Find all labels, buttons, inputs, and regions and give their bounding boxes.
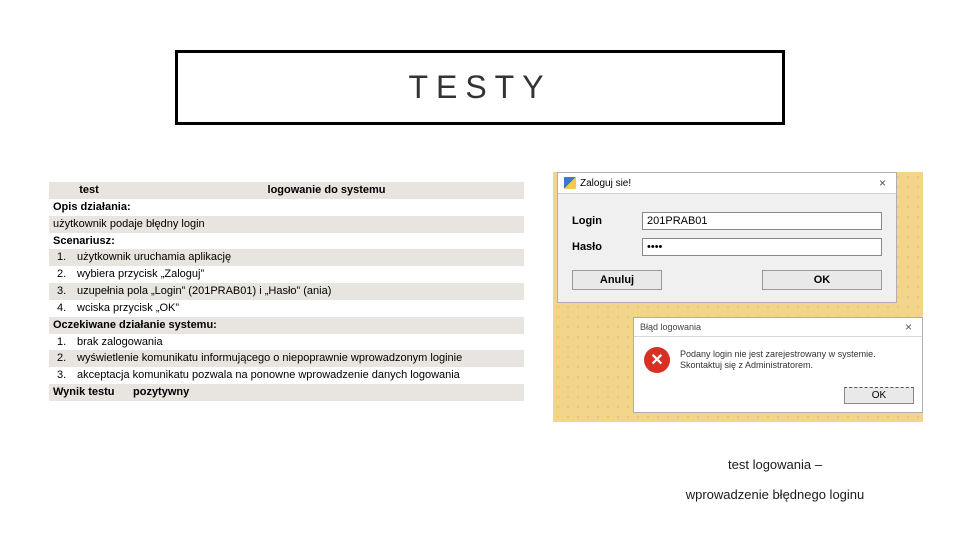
- login-dialog: Zaloguj sie! × Login 201PRAB01 Hasło •••…: [557, 172, 897, 303]
- section-oczekiwane: Oczekiwane działanie systemu:: [49, 317, 524, 334]
- scen-text: wciska przycisk „OK”: [73, 300, 524, 317]
- dialog-titlebar: Zaloguj sie! ×: [558, 173, 896, 194]
- header-test-label: test: [49, 182, 129, 199]
- caption-line2: wprowadzenie błędnego loginu: [620, 487, 930, 502]
- login-value: 201PRAB01: [647, 215, 708, 227]
- password-value: ••••: [647, 241, 662, 253]
- result-label: Wynik testu: [49, 384, 129, 401]
- error-message: Podany login nie jest zarejestrowany w s…: [680, 349, 912, 372]
- section-opis: Opis działania:: [49, 199, 524, 216]
- result-value: pozytywny: [129, 384, 524, 401]
- test-spec-table: test logowanie do systemu Opis działania…: [49, 182, 524, 401]
- caption-line1: test logowania –: [620, 457, 930, 472]
- scen-text: użytkownik uruchamia aplikację: [73, 249, 524, 266]
- shield-icon: [564, 177, 576, 189]
- cancel-button[interactable]: Anuluj: [572, 270, 662, 290]
- password-label: Hasło: [572, 241, 642, 253]
- error-title: Błąd logowania: [640, 322, 701, 332]
- error-ok-button[interactable]: OK: [844, 387, 914, 404]
- scen-text: uzupełnia pola „Login” (201PRAB01) i „Ha…: [73, 283, 524, 300]
- scen-num: 3.: [49, 283, 73, 300]
- page-title: TESTY: [408, 69, 551, 106]
- oczek-num: 1.: [49, 334, 73, 351]
- error-dialog: Błąd logowania × ✕ Podany login nie jest…: [633, 317, 923, 413]
- password-input[interactable]: ••••: [642, 238, 882, 256]
- oczek-text: akceptacja komunikatu pozwala na ponowne…: [73, 367, 524, 384]
- opis-text: użytkownik podaje błędny login: [49, 216, 524, 233]
- scen-text: wybiera przycisk „Zaloguj”: [73, 266, 524, 283]
- section-scenariusz: Scenariusz:: [49, 233, 524, 250]
- oczek-num: 3.: [49, 367, 73, 384]
- scen-num: 1.: [49, 249, 73, 266]
- error-x: ✕: [650, 350, 663, 370]
- scen-num: 2.: [49, 266, 73, 283]
- ok-button[interactable]: OK: [762, 270, 882, 290]
- header-test-name: logowanie do systemu: [129, 182, 524, 199]
- error-icon: ✕: [644, 347, 670, 373]
- oczek-text: brak zalogowania: [73, 334, 524, 351]
- close-icon[interactable]: ×: [875, 176, 890, 190]
- screenshot-panel: Zaloguj sie! × Login 201PRAB01 Hasło •••…: [553, 172, 923, 422]
- dialog-title: Zaloguj sie!: [580, 178, 631, 189]
- login-label: Login: [572, 215, 642, 227]
- scen-num: 4.: [49, 300, 73, 317]
- title-box: TESTY: [175, 50, 785, 125]
- login-input[interactable]: 201PRAB01: [642, 212, 882, 230]
- close-icon[interactable]: ×: [901, 320, 916, 334]
- oczek-text: wyświetlenie komunikatu informującego o …: [73, 350, 524, 367]
- oczek-num: 2.: [49, 350, 73, 367]
